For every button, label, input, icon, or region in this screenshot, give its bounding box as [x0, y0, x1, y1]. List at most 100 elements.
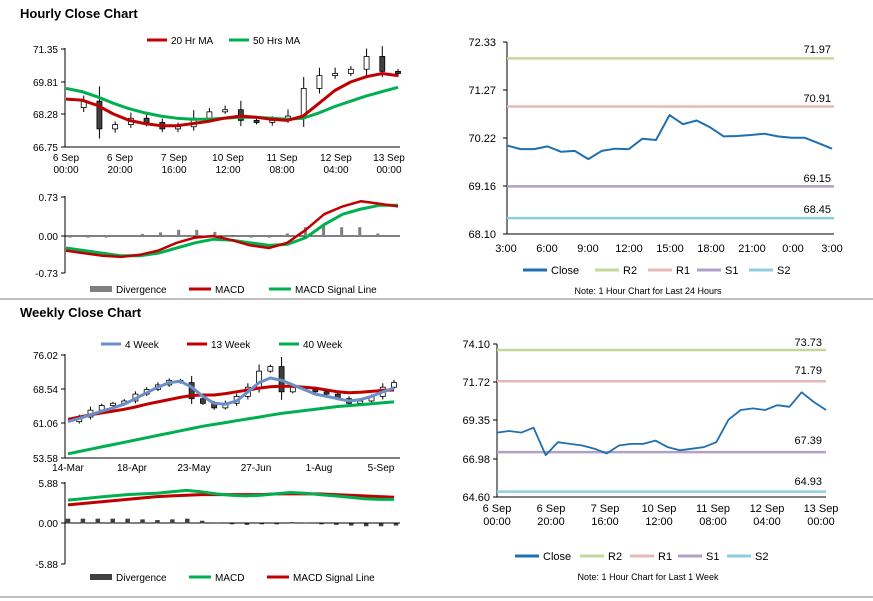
y-tick-label: 68.10	[468, 229, 496, 241]
candle-body	[379, 56, 386, 72]
level-label-s1: 69.15	[803, 173, 831, 185]
candle-body	[267, 366, 274, 372]
x-tick-label: 3:00	[495, 243, 516, 255]
legend-label-13-week: 13 Week	[211, 340, 251, 351]
divergence-bar	[376, 233, 380, 235]
x-tick-label: 6 Sep	[483, 503, 512, 515]
x-tick-label: 00:00	[807, 516, 835, 528]
x-tick-label: 14-Mar	[52, 463, 84, 474]
divergence-bar	[319, 523, 324, 525]
x-tick-label: 13 Sep	[804, 503, 839, 515]
x-tick-label: 1-Aug	[306, 463, 333, 474]
divergence-bar	[159, 232, 163, 235]
y-tick-label: 68.54	[33, 385, 58, 396]
level-label-r1: 71.79	[794, 365, 822, 377]
x-tick-label: 0:00	[782, 243, 803, 255]
legend-label-4-week: 4 Week	[125, 340, 160, 351]
candle-body	[391, 382, 397, 388]
chart-note: Note: 1 Hour Chart for Last 1 Week	[578, 572, 719, 582]
legend-label-r1: R1	[676, 265, 690, 277]
x-tick-label: 23-May	[177, 463, 210, 474]
legend-label-divergence: Divergence	[116, 285, 167, 296]
divergence-bar	[195, 229, 199, 235]
candle-body	[316, 75, 323, 89]
x-tick-label: 7 Sep	[161, 153, 188, 164]
hourly-price-panel: 20 Hr MA 50 Hrs MA 71.35 69.81 68.28 66.…	[33, 36, 405, 176]
x-tick-label: 00:00	[376, 165, 401, 176]
x-tick-label: 6 Sep	[537, 503, 566, 515]
legend-label-macd: MACD	[215, 573, 244, 584]
divergence-bar	[378, 523, 384, 527]
series-line-4-week	[67, 376, 395, 424]
divergence-bar	[363, 523, 369, 527]
divergence-bar	[110, 518, 115, 524]
x-tick-label: 04:00	[753, 516, 781, 528]
candle-body	[206, 111, 213, 119]
y-tick-label: 69.35	[462, 415, 490, 427]
divergence-bar	[86, 235, 90, 238]
weekly-price-panel: 4 Week 13 Week 40 Week 76.02 68.54 61.06…	[33, 340, 400, 474]
divergence-bar	[259, 523, 265, 525]
series-line-signal	[65, 203, 398, 258]
level-label-s2: 68.45	[803, 204, 831, 216]
divergence-bar	[199, 520, 205, 524]
x-tick-label: 12 Sep	[750, 503, 785, 515]
weekly-macd-legend: Divergence MACD MACD Signal Line	[90, 573, 375, 584]
divergence-bar	[231, 235, 235, 236]
x-tick-label: 18-Apr	[117, 463, 148, 474]
divergence-bar	[140, 519, 145, 524]
divergence-bar	[214, 522, 220, 524]
chart-note: Note: 1 Hour Chart for Last 24 Hours	[574, 286, 722, 296]
divergence-bar	[285, 233, 289, 235]
series-line-macd	[67, 488, 394, 502]
divergence-bar	[185, 518, 190, 524]
x-tick-label: 21:00	[738, 243, 766, 255]
x-tick-label: 12:00	[645, 516, 673, 528]
y-tick-label: 0.00	[39, 232, 59, 243]
divergence-bar	[65, 518, 71, 524]
x-tick-label: 12:00	[615, 243, 643, 255]
y-tick-label: 69.81	[33, 78, 58, 89]
legend-label-r2: R2	[623, 265, 637, 277]
y-tick-label: 76.02	[33, 351, 58, 362]
series-line-macd	[65, 199, 399, 259]
x-tick-label: 15:00	[656, 243, 684, 255]
x-tick-label: 9:00	[577, 243, 598, 255]
legend-label-s1: S1	[725, 265, 738, 277]
y-tick-label: 0.73	[39, 193, 59, 204]
x-tick-label: 11 Sep	[696, 503, 730, 515]
y-tick-label: -5.88	[35, 560, 58, 571]
legend-label-50hr-ma: 50 Hrs MA	[253, 36, 301, 47]
legend-label-20hr-ma: 20 Hr MA	[171, 36, 214, 47]
candle-body	[300, 88, 307, 117]
level-label-s2: 64.93	[794, 476, 822, 488]
divergence-bar	[334, 523, 339, 525]
divergence-bar	[249, 235, 253, 238]
y-tick-label: 0.00	[39, 519, 59, 530]
divergence-bar	[393, 523, 399, 526]
x-tick-label: 16:00	[591, 516, 619, 528]
y-tick-label: 64.60	[462, 492, 490, 504]
y-tick-label: -0.73	[35, 269, 58, 280]
legend-label-close: Close	[543, 551, 571, 563]
legend-label-s2: S2	[777, 265, 790, 277]
x-tick-label: 7 Sep	[591, 503, 620, 515]
legend-label-s1: S1	[706, 551, 719, 563]
divergence-bar	[340, 227, 344, 235]
y-tick-label: 69.16	[468, 181, 496, 193]
divergence-bar	[229, 523, 235, 525]
x-tick-label: 5-Sep	[368, 463, 395, 474]
candle-body	[199, 398, 206, 404]
weekly-hourly-legend: Close R2 R1 S1 S2	[515, 551, 768, 563]
x-tick-label: 00:00	[53, 165, 78, 176]
series-line-40-week	[67, 400, 395, 456]
x-tick-label: 12 Sep	[320, 153, 352, 164]
x-tick-label: 27-Jun	[241, 463, 272, 474]
legend-swatch-divergence	[90, 574, 112, 580]
candle-body	[96, 100, 103, 130]
divergence-bar	[289, 522, 294, 524]
divergence-bar	[394, 235, 398, 237]
legend-label-s2: S2	[755, 551, 768, 563]
candle-body	[110, 402, 116, 406]
